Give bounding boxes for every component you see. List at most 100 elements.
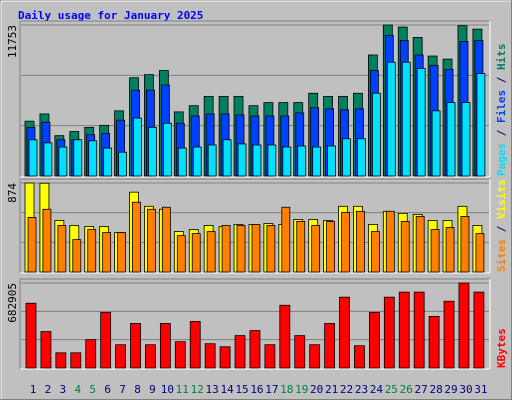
x-tick-label: 19 xyxy=(295,383,308,396)
bar xyxy=(401,61,411,177)
bar xyxy=(267,144,277,177)
bar xyxy=(281,206,291,273)
x-tick-label: 20 xyxy=(310,383,323,396)
bar xyxy=(266,225,276,273)
bar xyxy=(461,102,471,177)
bar xyxy=(206,231,216,273)
x-tick-label: 3 xyxy=(60,383,67,396)
x-tick-label: 27 xyxy=(415,383,428,396)
bar xyxy=(416,68,426,177)
legend-entry: Files xyxy=(495,90,508,123)
bar xyxy=(159,323,171,369)
bar xyxy=(40,331,52,369)
x-tick-label: 16 xyxy=(250,383,263,396)
bar xyxy=(222,139,232,177)
y-tick-label: 11753 xyxy=(6,25,19,58)
x-tick-label: 5 xyxy=(89,383,96,396)
bar xyxy=(297,145,307,177)
bar xyxy=(132,201,141,273)
bar xyxy=(133,117,142,177)
bar xyxy=(145,344,156,369)
x-tick-label: 12 xyxy=(191,383,204,396)
bar xyxy=(207,144,217,177)
bar xyxy=(176,235,186,273)
bar xyxy=(117,232,126,273)
bar xyxy=(103,147,113,177)
x-tick-label: 10 xyxy=(161,383,174,396)
bar xyxy=(475,233,485,273)
bar xyxy=(70,352,82,369)
bar xyxy=(354,345,365,369)
bar xyxy=(324,323,336,369)
y-tick-label: 682905 xyxy=(6,283,19,323)
bar xyxy=(147,208,156,273)
bar xyxy=(234,335,246,369)
bar xyxy=(385,210,395,273)
bar xyxy=(279,304,291,369)
x-tick-label: 8 xyxy=(134,383,141,396)
bar xyxy=(174,341,186,369)
x-tick-label: 13 xyxy=(206,383,219,396)
x-tick-label: 21 xyxy=(325,383,338,396)
bar xyxy=(446,102,456,177)
bar xyxy=(415,216,425,273)
x-tick-label: 24 xyxy=(370,383,384,396)
bar xyxy=(130,323,141,369)
legend-entry: Sites xyxy=(495,239,508,272)
bar xyxy=(430,229,440,273)
bar xyxy=(251,224,261,273)
bar xyxy=(148,126,157,177)
x-tick-label: 23 xyxy=(355,383,368,396)
bar xyxy=(192,146,202,177)
bar xyxy=(85,339,97,369)
bar xyxy=(386,61,396,177)
legend-separator: / xyxy=(495,70,508,90)
x-tick-label: 15 xyxy=(235,383,248,396)
bar xyxy=(28,139,38,177)
bar xyxy=(87,229,97,273)
bar xyxy=(55,352,67,369)
bar xyxy=(460,216,470,273)
bar xyxy=(413,291,425,369)
bar xyxy=(204,343,216,369)
bar xyxy=(368,311,380,369)
bar xyxy=(42,208,52,273)
bar xyxy=(398,291,410,369)
bar xyxy=(326,220,336,273)
legend-entry: Pages xyxy=(495,143,508,176)
bar xyxy=(115,344,126,369)
legend: Sites / Visits xyxy=(495,179,508,272)
x-tick-label: 4 xyxy=(74,383,81,396)
bar xyxy=(58,146,68,177)
bar xyxy=(311,225,321,273)
legend: Pages / Files / Hits xyxy=(495,44,508,177)
bar xyxy=(252,144,262,177)
legend-separator: / xyxy=(495,219,508,239)
legend-entry: KBytes xyxy=(495,328,508,368)
bar xyxy=(342,138,351,177)
x-tick-label: 6 xyxy=(104,383,111,396)
bar xyxy=(356,210,365,273)
bar xyxy=(371,92,381,177)
bar xyxy=(445,227,455,273)
bar xyxy=(341,211,350,273)
legend-entry: Visits xyxy=(495,179,508,219)
chart-title: Daily usage for January 2025 xyxy=(18,9,203,22)
bar xyxy=(294,335,306,369)
bar xyxy=(25,302,37,369)
bar xyxy=(100,311,112,369)
bar xyxy=(282,146,292,177)
bar xyxy=(357,138,366,177)
x-tick-label: 30 xyxy=(459,383,472,396)
x-tick-label: 11 xyxy=(176,383,189,396)
x-tick-label: 7 xyxy=(119,383,126,396)
y-tick-label: 874 xyxy=(6,183,19,203)
bar xyxy=(102,232,112,273)
bar xyxy=(400,220,410,273)
bar xyxy=(296,220,306,273)
bar xyxy=(370,231,380,273)
bar xyxy=(57,225,67,273)
bar xyxy=(458,282,470,369)
bar xyxy=(237,143,247,177)
